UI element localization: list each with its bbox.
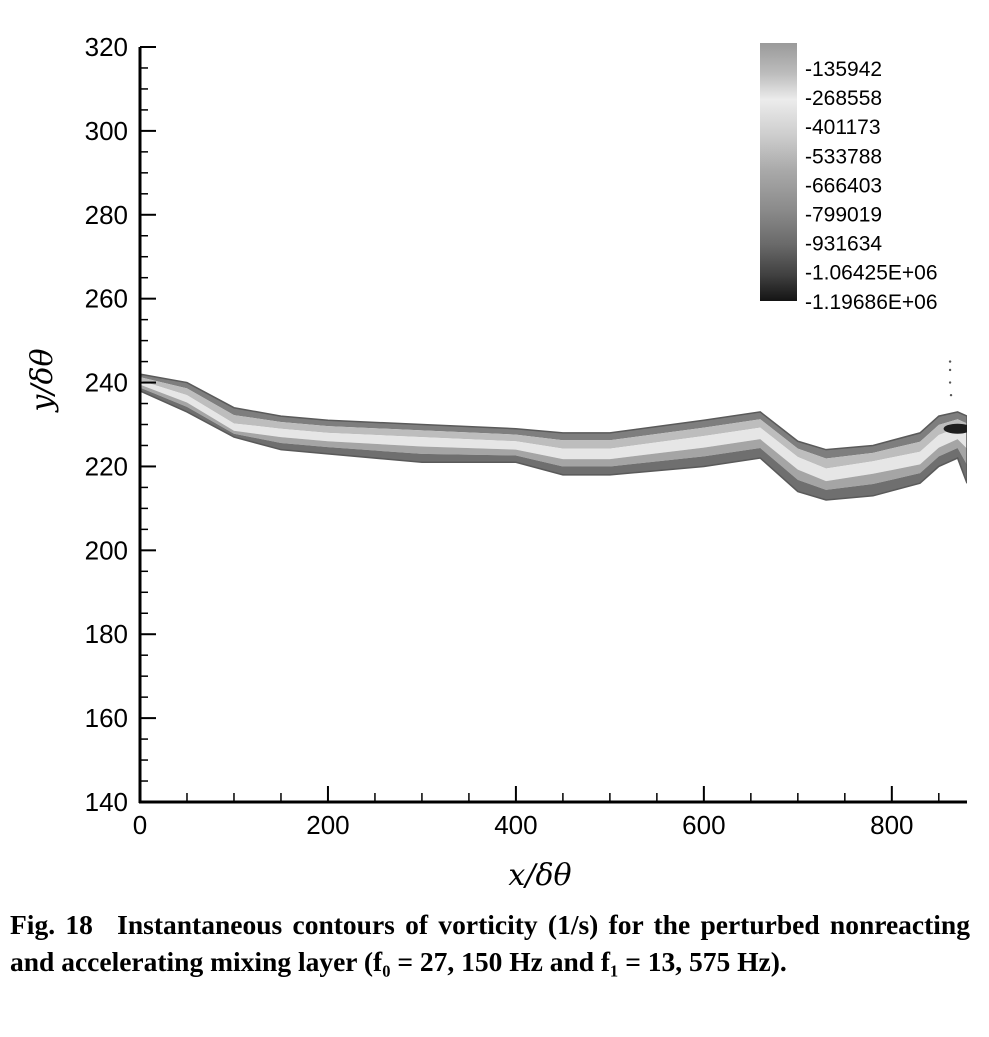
plot-area — [140, 360, 967, 501]
legend-colorbar — [760, 43, 797, 301]
vorticity-speck-1 — [948, 381, 952, 384]
y-tick-label: 140 — [85, 787, 128, 817]
legend-label: -401173 — [805, 116, 881, 139]
y-tick-label: 280 — [85, 200, 128, 230]
mixing-layer-outline — [140, 373, 967, 501]
x-axis-title: x/δθ — [508, 858, 571, 893]
vorticity-contour-chart: 140 160 180 200 220 240 260 280 300 320 0 200 400 600… — [25, 32, 967, 893]
legend-label: -533788 — [805, 145, 882, 168]
vorticity-peak — [943, 423, 967, 434]
axes: 140 160 180 200 220 240 260 280 300 320 0 200 400 600… — [85, 32, 967, 840]
legend-label: -931634 — [805, 233, 882, 256]
legend-label: -666403 — [805, 174, 882, 197]
x-tick-label: 400 — [494, 810, 537, 840]
x-tick-label: 0 — [133, 810, 147, 840]
y-tick-label: 180 — [85, 619, 128, 649]
legend-label: -799019 — [805, 204, 882, 227]
y-tick-label: 240 — [85, 368, 128, 398]
caption-text: Instantaneous contours of vorticity (1/s… — [10, 909, 970, 977]
y-tick-label: 220 — [85, 451, 128, 481]
vorticity-band-2 — [140, 380, 967, 482]
x-tick-label: 800 — [870, 810, 913, 840]
legend-label: -1.06425E+06 — [805, 262, 938, 285]
x-tick-label: 200 — [306, 810, 349, 840]
y-tick-label: 320 — [85, 32, 128, 62]
color-legend: -135942 -268558 -401173 -533788 -666403 -7990… — [760, 43, 938, 314]
legend-label: -1.19686E+06 — [805, 291, 938, 314]
vorticity-band-0 — [140, 374, 967, 459]
legend-label: -135942 — [805, 58, 882, 81]
y-axis-title: y/δθ — [25, 348, 60, 413]
vorticity-speck-2 — [949, 393, 953, 397]
vorticity-speck-0 — [948, 368, 952, 372]
y-tick-label: 300 — [85, 116, 128, 146]
vorticity-speck-3 — [948, 360, 952, 363]
vorticity-band-3 — [140, 384, 967, 490]
figure-caption: Fig. 18 Instantaneous contours of vortic… — [10, 906, 970, 980]
y-tick-label: 200 — [85, 535, 128, 565]
y-tick-label: 160 — [85, 703, 128, 733]
x-tick-label: 600 — [682, 810, 725, 840]
figure-number: Fig. 18 — [10, 909, 93, 940]
legend-label: -268558 — [805, 87, 882, 110]
y-tick-label: 260 — [85, 284, 128, 314]
vorticity-band-4 — [140, 387, 967, 500]
